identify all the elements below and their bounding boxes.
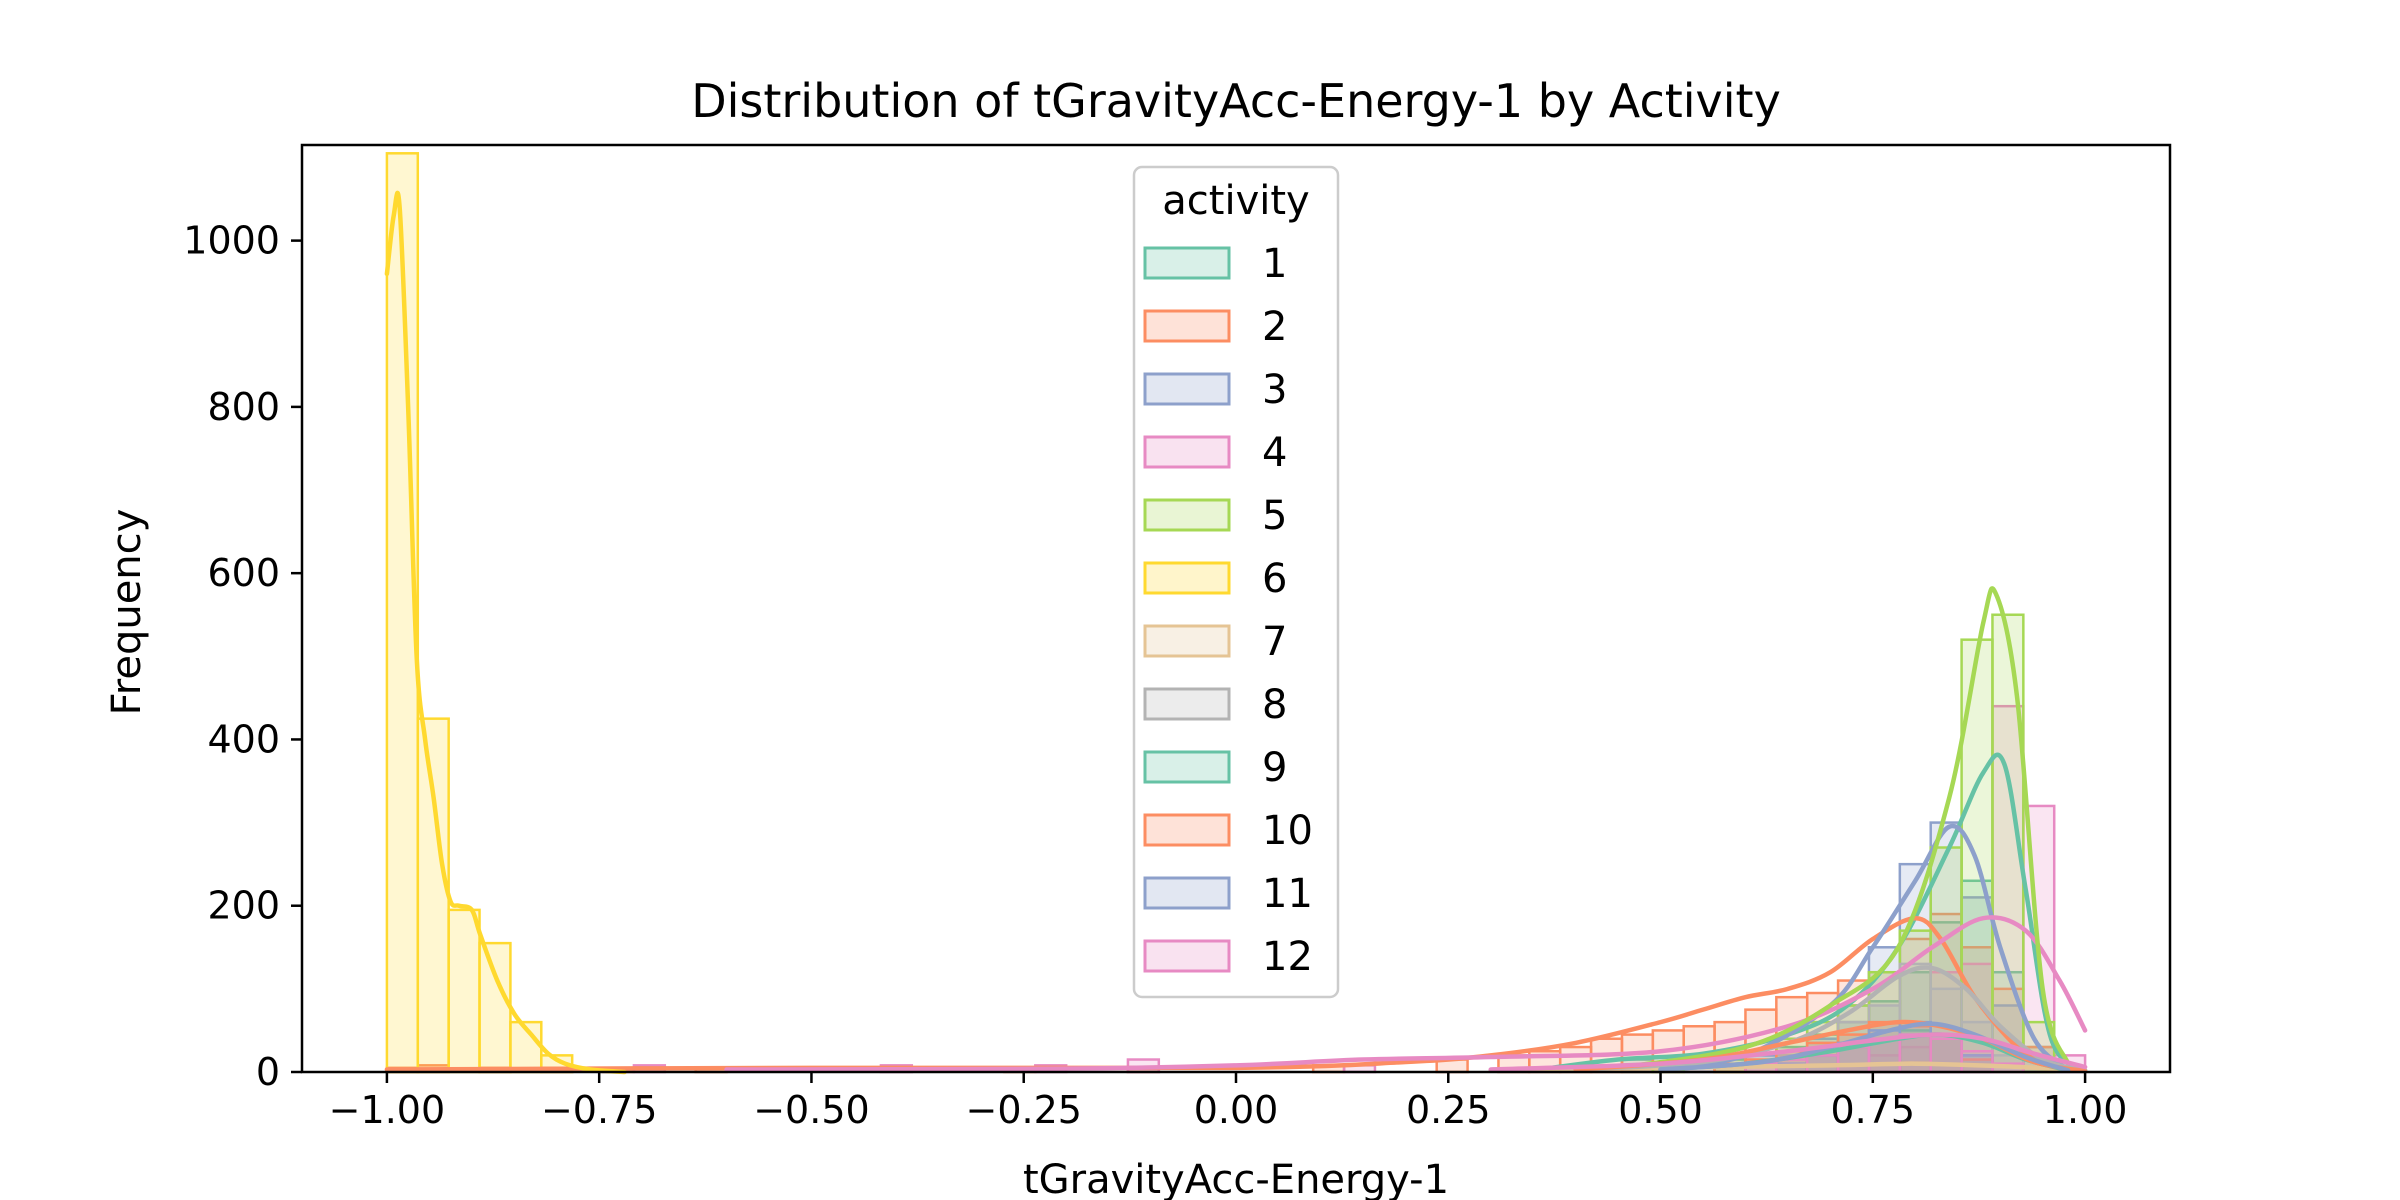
legend-swatch-10	[1143, 813, 1231, 847]
series-5-kde-line	[1615, 586, 2071, 1071]
x-tick-label: 0.00	[1194, 1088, 1279, 1132]
y-axis-label: Frequency	[104, 509, 150, 716]
legend-swatch-3	[1143, 372, 1231, 406]
kde-curves-layer	[384, 190, 2088, 1075]
x-tick-label: −0.25	[966, 1088, 1082, 1132]
x-tick-label: 1.00	[2043, 1088, 2128, 1132]
legend-swatch-11	[1143, 876, 1231, 910]
series-4-kde-line	[724, 915, 2088, 1072]
legend-label-1: 1	[1262, 241, 1287, 287]
series-1-kde-line	[1530, 752, 2088, 1073]
legend-swatch-8	[1143, 687, 1231, 721]
series-4-bar	[1991, 704, 2025, 1074]
legend-label-8: 8	[1262, 682, 1287, 728]
x-tick-label: 0.50	[1618, 1088, 1703, 1132]
y-axis-ticks: 0 200 400 600 800 1000	[183, 219, 302, 1094]
legend-swatch-4	[1143, 435, 1231, 469]
legend-label-10: 10	[1262, 808, 1313, 854]
x-tick-label: −1.00	[329, 1088, 445, 1132]
series-3-kde-line	[1658, 823, 2071, 1072]
legend-label-12: 12	[1262, 934, 1313, 980]
series-6-bar	[416, 717, 450, 1074]
legend-label-6: 6	[1262, 556, 1287, 602]
legend-label-2: 2	[1262, 304, 1287, 350]
legend-swatch-9	[1143, 750, 1231, 784]
series-12-kde-line	[1488, 1032, 2088, 1072]
legend-label-5: 5	[1262, 493, 1287, 539]
legend-label-3: 3	[1262, 367, 1287, 413]
y-tick-label: 1000	[183, 219, 280, 263]
legend-swatch-6	[1143, 561, 1231, 595]
series-12-bar	[1898, 1033, 1932, 1074]
series-6-bar	[447, 908, 481, 1074]
legend-swatch-7	[1143, 624, 1231, 658]
series-12-bar	[1960, 1049, 1994, 1074]
x-axis-label: tGravityAcc-Energy-1	[1023, 1157, 1449, 1200]
series-6-kde-line	[384, 190, 627, 1075]
legend-label-9: 9	[1262, 745, 1287, 791]
x-tick-label: −0.50	[753, 1088, 869, 1132]
legend-title: activity	[1162, 178, 1309, 224]
chart-title: Distribution of tGravityAcc-Energy-1 by …	[691, 74, 1781, 128]
y-tick-label: 200	[207, 884, 280, 928]
x-tick-label: −0.75	[541, 1088, 657, 1132]
y-tick-label: 0	[256, 1050, 280, 1094]
x-axis-ticks: −1.00 −0.75 −0.50 −0.25 0.00 0.25 0.50 0.75 1.00	[329, 1072, 2128, 1132]
legend-label-7: 7	[1262, 619, 1287, 665]
y-tick-label: 400	[207, 717, 280, 761]
x-tick-label: 0.75	[1831, 1088, 1916, 1132]
y-tick-label: 600	[207, 551, 280, 595]
legend-swatch-2	[1143, 309, 1231, 343]
legend-swatch-5	[1143, 498, 1231, 532]
legend-label-11: 11	[1262, 871, 1313, 917]
legend-label-4: 4	[1262, 430, 1287, 476]
legend-swatch-1	[1143, 246, 1231, 280]
x-tick-label: 0.25	[1406, 1088, 1491, 1132]
legend-swatch-12	[1143, 939, 1231, 973]
series-11-kde-line	[1658, 1021, 2071, 1073]
series-12-bar	[1929, 1037, 1963, 1074]
y-tick-label: 800	[207, 385, 280, 429]
series-6-bar	[478, 941, 512, 1074]
